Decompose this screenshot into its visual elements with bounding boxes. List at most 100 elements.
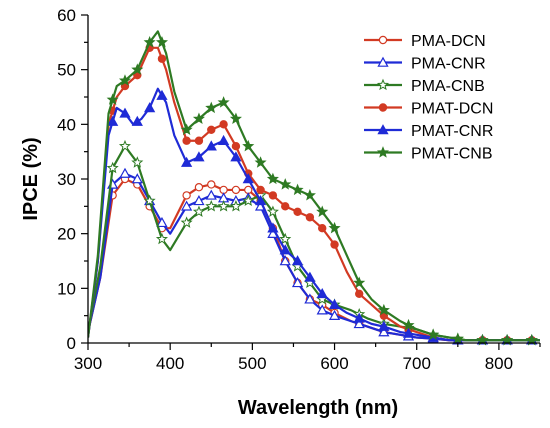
data-point-pmat-cnb [377, 303, 390, 316]
data-point-pma-cnr [180, 200, 193, 211]
data-point-pmat-cnb [106, 93, 119, 105]
data-point-pmat-cnr [156, 89, 168, 100]
data-point-pmat-cnb [155, 35, 168, 48]
legend-label: PMA-CNB [411, 78, 485, 95]
legend-label: PMA-DCN [411, 33, 486, 50]
data-point-pmat-dcn [281, 202, 290, 211]
legend-marker [376, 146, 390, 158]
data-point-pma-cnb [266, 205, 279, 217]
data-point-pmat-cnb [254, 156, 267, 168]
data-point-pma-cnr [316, 304, 328, 315]
data-point-pmat-dcn [318, 223, 327, 233]
series-pma-cnr [88, 167, 540, 345]
series-pma-cnb [88, 139, 540, 346]
data-point-pmat-cnr [328, 298, 341, 310]
x-tick-label: 400 [156, 354, 184, 373]
y-tick-label: 0 [67, 334, 76, 353]
data-point-pmat-cnr [107, 115, 119, 126]
data-point-pma-dcn [194, 182, 204, 192]
data-point-pma-cnb [192, 205, 205, 217]
y-tick-label: 30 [57, 170, 76, 189]
data-point-pmat-cnr [242, 173, 254, 184]
y-tick-label: 50 [57, 61, 76, 80]
data-point-pma-dcn [182, 191, 191, 200]
x-tick-label: 500 [238, 354, 266, 373]
series-pmat-cnb [88, 30, 540, 346]
legend-marker [378, 103, 388, 112]
data-point-pmat-cnr [180, 156, 193, 167]
data-point-pmat-cnr [230, 151, 242, 162]
data-point-pmat-dcn [207, 125, 216, 135]
data-point-pmat-cnb [205, 101, 218, 114]
data-point-pmat-cnb [328, 221, 341, 234]
data-point-pma-cnr [131, 173, 143, 184]
data-point-pma-cnr [353, 318, 365, 329]
data-point-pma-cnb [180, 216, 193, 228]
data-point-pmat-dcn [293, 207, 302, 216]
data-point-pmat-cnr [316, 287, 328, 299]
data-point-pmat-cnr [144, 102, 156, 113]
data-point-pmat-dcn [330, 240, 339, 249]
y-tick-label: 20 [57, 225, 76, 244]
data-point-pmat-cnr [279, 244, 291, 255]
data-point-pmat-cnr [119, 107, 131, 118]
data-point-pmat-dcn [231, 141, 241, 151]
data-point-pma-cnb [279, 232, 292, 245]
data-point-pmat-cnb [303, 189, 316, 201]
data-point-pmat-cnb [217, 96, 230, 108]
data-point-pmat-dcn [157, 54, 167, 63]
legend-label: PMAT-CNR [411, 123, 493, 140]
data-point-pma-cnb [155, 232, 168, 245]
data-point-pma-cnr [156, 216, 168, 228]
data-point-pmat-cnr [402, 327, 415, 338]
x-tick-label: 800 [485, 354, 513, 373]
legend-marker [377, 56, 389, 67]
x-tick-label: 300 [74, 354, 102, 373]
legend-label: PMAT-CNB [411, 146, 492, 163]
data-point-pma-cnr [205, 189, 217, 200]
data-point-pma-cnr [304, 293, 316, 304]
plot-area [88, 30, 540, 346]
legend-item-pma-dcn: PMA-DCN [364, 33, 486, 50]
data-point-pmat-cnr [254, 195, 267, 206]
data-point-pma-cnb [229, 199, 242, 212]
data-point-pmat-cnr [304, 271, 316, 282]
x-axis-title: Wavelength (nm) [238, 397, 398, 419]
legend-item-pma-cnb: PMA-CNB [364, 78, 485, 95]
legend-item-pma-cnr: PMA-CNR [364, 56, 486, 73]
data-point-pmat-cnr [205, 140, 217, 151]
data-point-pmat-cnb [180, 123, 193, 135]
data-point-pmat-cnb [192, 112, 205, 124]
data-point-pmat-cnb [131, 63, 144, 75]
data-point-pma-cnr [328, 309, 341, 320]
data-point-pmat-cnb [266, 172, 279, 185]
data-point-pmat-cnb [229, 112, 242, 124]
legend-marker [378, 35, 388, 45]
x-tick-label: 600 [320, 354, 348, 373]
data-point-pma-cnb [118, 139, 132, 152]
data-point-pma-cnr [291, 277, 304, 288]
data-point-pmat-cnr [193, 151, 205, 162]
data-point-pmat-cnr [217, 134, 230, 146]
data-point-pmat-cnr [267, 222, 279, 233]
legend-marker [377, 124, 389, 135]
data-point-pmat-dcn [182, 136, 191, 145]
data-point-pmat-dcn [305, 213, 315, 222]
series-line-pma-cnr [88, 172, 540, 342]
data-point-pmat-cnb [242, 139, 255, 152]
data-point-pmat-dcn [256, 185, 265, 195]
data-point-pmat-dcn [219, 120, 228, 129]
data-point-pmat-cnb [427, 328, 440, 340]
data-point-pma-cnr [193, 195, 205, 206]
data-point-pmat-cnb [316, 205, 329, 217]
y-axis-title: IPCE (%) [20, 137, 42, 220]
legend-item-pmat-cnb: PMAT-CNB [364, 146, 492, 163]
data-point-pmat-cnb [143, 35, 156, 48]
data-point-pma-cnb [106, 161, 119, 174]
data-point-pma-cnb [217, 199, 230, 212]
data-point-pma-cnr [279, 255, 291, 266]
data-point-pma-cnb [205, 199, 218, 212]
data-point-pma-cnb [131, 156, 144, 168]
legend-item-pmat-dcn: PMAT-DCN [364, 101, 493, 118]
